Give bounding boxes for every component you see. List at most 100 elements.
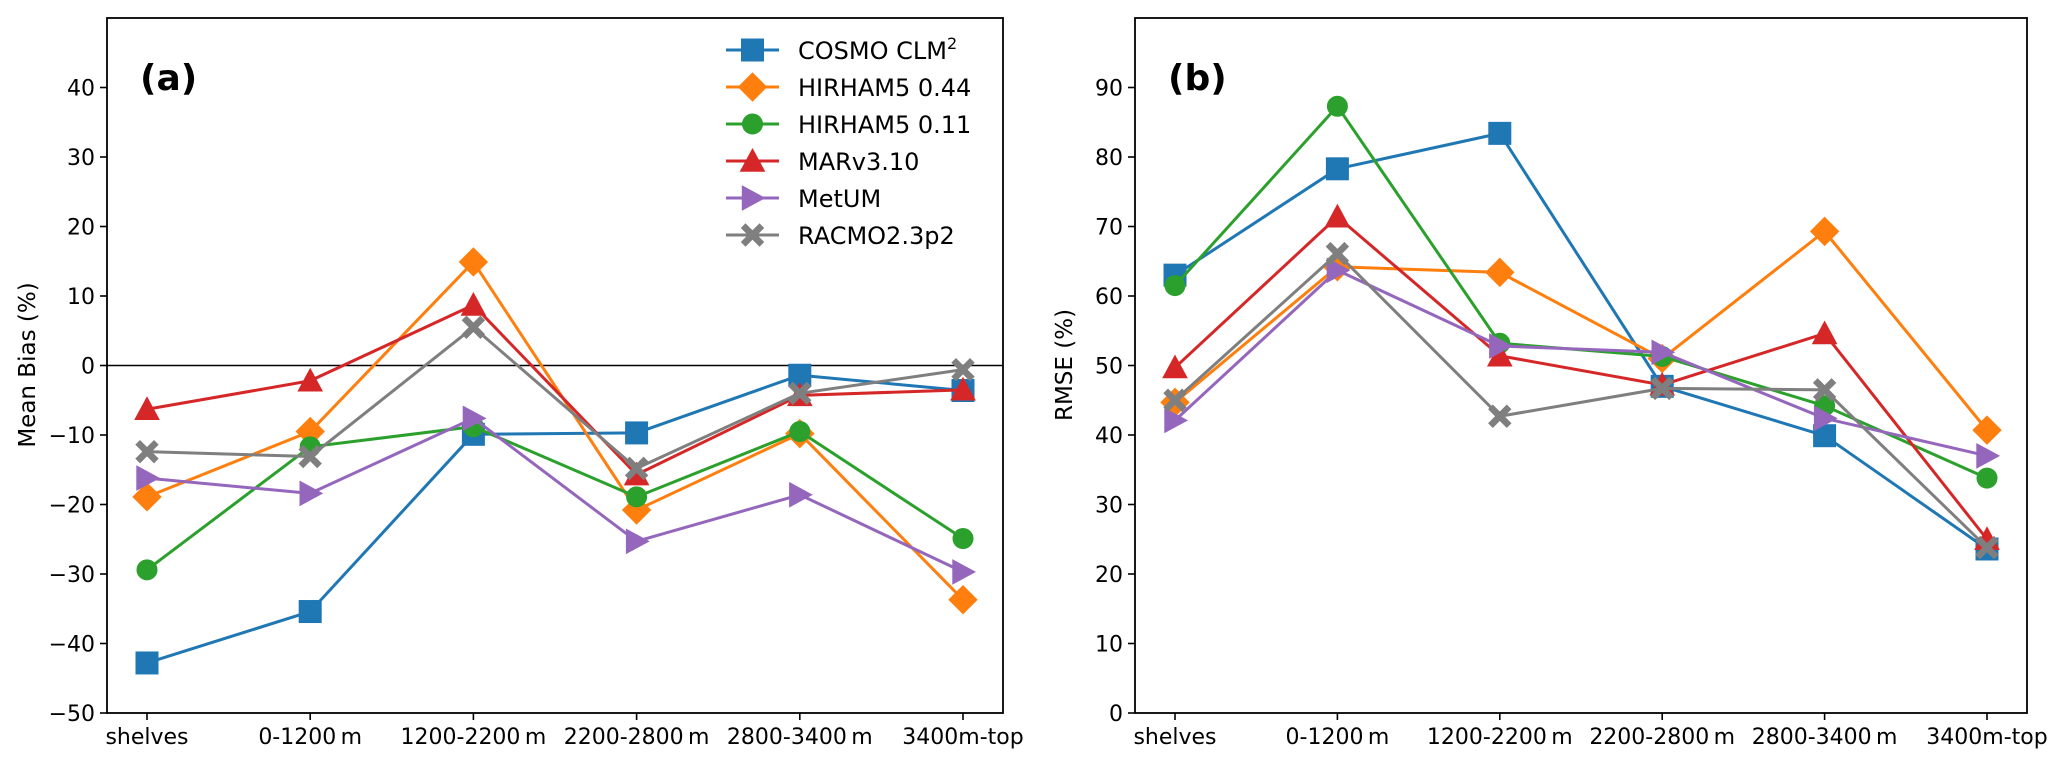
series-group [132, 247, 978, 675]
data-point [948, 585, 978, 615]
y-tick-label: 50 [1095, 355, 1123, 380]
data-point [1488, 121, 1512, 145]
legend-item: HIRHAM5 0.11 [726, 111, 971, 139]
data-point [136, 465, 161, 491]
y-tick-label: 10 [1095, 633, 1123, 658]
data-point [1813, 405, 1838, 432]
y-tick-label: 60 [1095, 285, 1123, 310]
x-tick-label: 0-1200 m [1286, 725, 1390, 750]
x-tick-label: shelves [105, 725, 188, 750]
data-point [1489, 333, 1513, 359]
data-point [1485, 257, 1515, 288]
panel-a-mean-bias: Mean Bias (%) −50 −40 −30 −20 −10 0 10 20 30 40 s… [15, 17, 1024, 750]
y-tick-label: 20 [1095, 563, 1123, 588]
y-tick-label: −10 [49, 424, 95, 449]
legend-item: MARv3.10 [726, 147, 919, 176]
plot-frame [106, 17, 1004, 714]
data-point [460, 291, 487, 316]
x-tick-label: 0-1200 m [258, 725, 362, 750]
x-tick-label: 2200-2800 m [1589, 725, 1735, 750]
y-tick-label: −20 [49, 494, 95, 519]
data-point [134, 396, 160, 420]
y-tick-label: 0 [81, 355, 95, 380]
series-racmo2-3p2 [135, 315, 975, 481]
legend-marker-icon [741, 185, 766, 211]
data-point [298, 600, 322, 624]
data-point [1163, 388, 1187, 412]
data-point [950, 376, 976, 401]
series-marv3-10 [1162, 203, 2000, 550]
y-tick-label: 40 [1095, 424, 1123, 449]
legend-marker-icon [741, 38, 764, 62]
legend-marker-icon [739, 147, 766, 172]
panel-label: (b) [1168, 58, 1227, 99]
legend-label: RACMO2.3p2 [798, 222, 955, 250]
series-hirham5-0-11 [136, 416, 974, 581]
data-point [1325, 157, 1349, 181]
data-point [1164, 275, 1186, 297]
legend: COSMO CLM2 HIRHAM5 0.44 HIRHAM5 0.11 MARv3.… [726, 34, 971, 250]
series-line [146, 260, 965, 601]
y-tick-label: 20 [67, 216, 95, 241]
series-line [146, 425, 964, 572]
y-ticks: −50 −40 −30 −20 −10 0 10 20 30 40 [49, 77, 107, 727]
legend-item: RACMO2.3p2 [726, 222, 955, 250]
y-ticks: 0 10 20 30 40 50 60 70 80 90 [1095, 77, 1135, 727]
series-line [146, 325, 964, 470]
data-point [789, 481, 813, 508]
x-ticks: shelves 0-1200 m 1200-2200 m 2200-2800 m 280… [1133, 713, 2048, 750]
series-cosmo-clm [1163, 121, 1999, 561]
legend-marker-icon [742, 113, 763, 135]
data-point [136, 559, 158, 581]
series-line [146, 373, 964, 665]
series-line [1173, 252, 1989, 549]
x-tick-label: 1200-2200 m [1427, 725, 1573, 750]
data-point [1811, 320, 1838, 345]
data-point [1651, 339, 1676, 366]
legend-marker-icon [737, 72, 768, 102]
series-hirham5-0-44 [1160, 216, 2002, 445]
y-tick-label: −30 [49, 563, 95, 588]
y-tick-label: −50 [49, 702, 95, 727]
x-tick-label: 1200-2200 m [401, 725, 547, 750]
series-metum [136, 405, 977, 585]
data-point [298, 444, 322, 469]
legend-item: MetUM [726, 185, 881, 213]
data-point [1324, 203, 1351, 228]
data-point [135, 439, 159, 464]
data-point [1650, 376, 1674, 401]
series-line [146, 303, 964, 477]
data-point [1325, 241, 1350, 266]
y-tick-label: 10 [67, 285, 95, 310]
legend-label: HIRHAM5 0.44 [798, 74, 971, 102]
legend-marker-icon [740, 223, 765, 247]
x-tick-label: 3400m-top [1926, 725, 2047, 750]
data-point [788, 381, 812, 406]
data-point [625, 421, 649, 445]
data-point [789, 421, 811, 443]
series-hirham5-0-44 [132, 247, 978, 615]
series-line [1174, 131, 1988, 551]
series-line [1173, 268, 1988, 458]
data-point [1488, 404, 1512, 428]
x-tick-label: 2800-3400 m [727, 725, 873, 750]
plot-frame [1134, 17, 2028, 714]
x-tick-label: 3400m-top [902, 725, 1023, 750]
y-tick-label: 90 [1095, 77, 1123, 102]
data-point [951, 357, 975, 382]
data-point [299, 480, 324, 507]
data-point [624, 456, 649, 481]
legend-label: HIRHAM5 0.11 [798, 111, 971, 139]
data-point [1976, 467, 1998, 489]
series-line [1173, 215, 1989, 541]
y-axis-label: Mean Bias (%) [15, 282, 41, 447]
data-point [458, 247, 489, 277]
data-point [1976, 443, 2001, 469]
legend-label: COSMO CLM2 [798, 34, 957, 65]
series-line [146, 416, 964, 574]
legend-item: HIRHAM5 0.44 [726, 72, 971, 102]
y-tick-label: 30 [1095, 494, 1123, 519]
x-tick-label: shelves [1133, 725, 1216, 750]
data-point [462, 405, 487, 432]
